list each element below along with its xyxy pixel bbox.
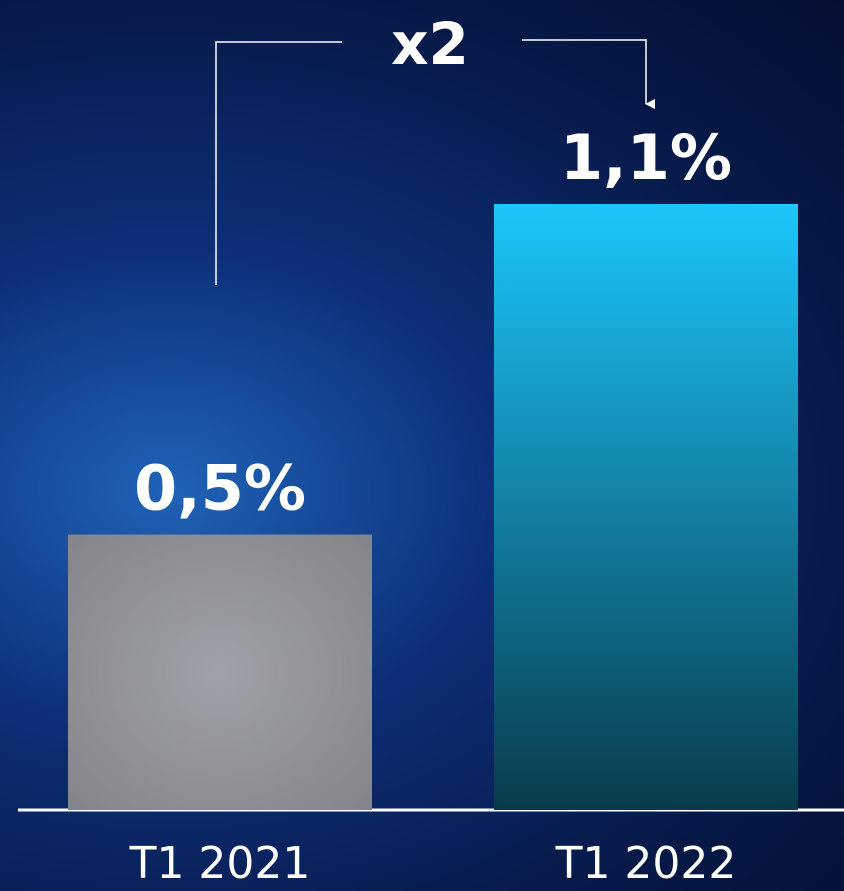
x-tick-label: T1 2022 bbox=[555, 838, 737, 889]
x-tick-label: T1 2021 bbox=[129, 838, 311, 889]
bar bbox=[494, 204, 798, 810]
bracket-left bbox=[215, 41, 342, 285]
bracket-right bbox=[522, 39, 655, 109]
bar bbox=[68, 534, 372, 810]
value-label: 0,5% bbox=[134, 452, 306, 525]
bracket bbox=[215, 39, 655, 285]
value-label: 1,1% bbox=[560, 121, 732, 194]
annotation: x2 bbox=[391, 10, 469, 78]
